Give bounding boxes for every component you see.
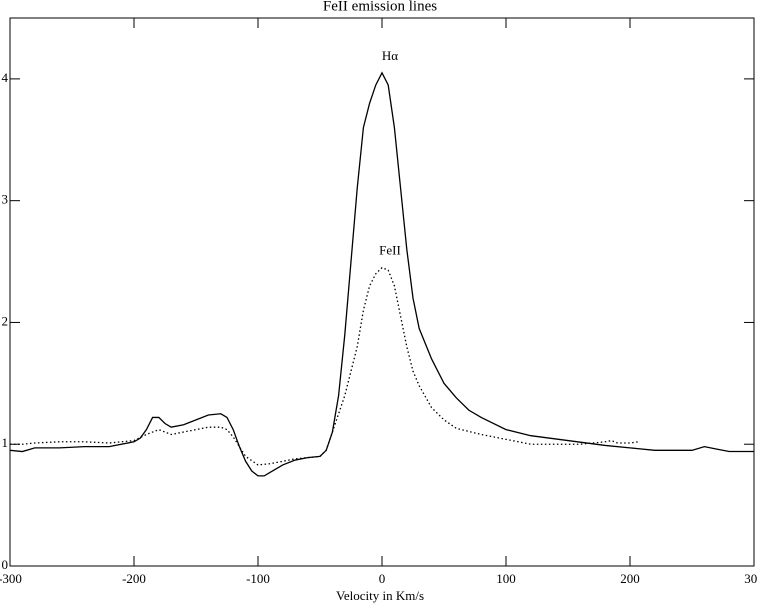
x-tick-label: -100 (246, 571, 270, 586)
series-label: FeII (379, 243, 401, 258)
y-tick-label: 4 (2, 70, 9, 85)
y-tick-label: 0 (2, 557, 9, 572)
x-tick-label: 100 (496, 571, 516, 586)
y-tick-label: 1 (2, 435, 9, 450)
x-tick-label: 300 (744, 571, 757, 586)
series-label: Hα (382, 48, 398, 63)
line-series (10, 266, 639, 466)
y-tick-label: 2 (2, 313, 9, 328)
x-tick-label: -300 (0, 571, 22, 586)
x-tick-label: 200 (620, 571, 640, 586)
x-tick-label: 0 (379, 571, 386, 586)
x-tick-label: -200 (122, 571, 146, 586)
line-series (9, 71, 754, 477)
chart-title: FeII emission lines (323, 0, 437, 14)
x-axis-label: Velocity in Km/s (336, 588, 424, 603)
y-tick-label: 3 (2, 192, 9, 207)
